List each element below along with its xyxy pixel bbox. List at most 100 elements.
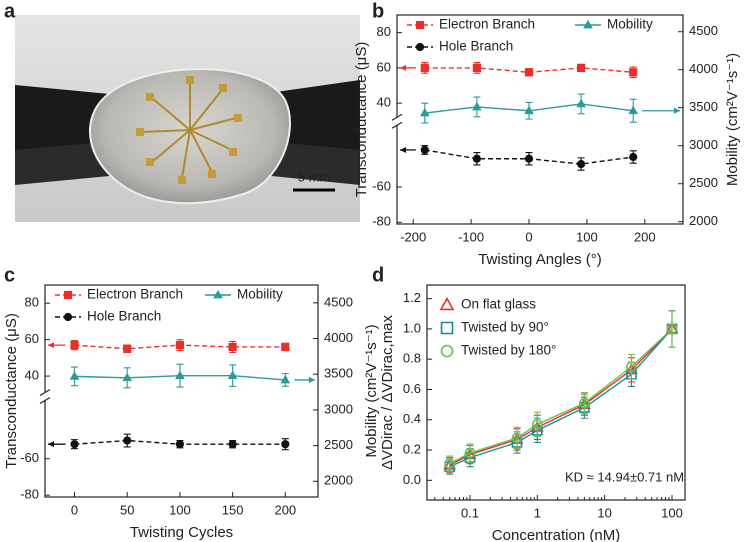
marker [420, 63, 429, 72]
axis-break [39, 396, 51, 404]
y2-axis-title: Mobility (cm²V⁻¹s⁻¹) [724, 53, 741, 186]
x-tick-label: 100 [169, 502, 191, 517]
axis-break-gap [394, 117, 400, 126]
legend-label: Twisted by 180° [461, 343, 556, 358]
legend-label: Mobility [237, 287, 283, 302]
axis-break [391, 121, 403, 129]
y2-axis-title: Mobility (cm²V⁻¹s⁻¹) [363, 324, 380, 457]
x-tick-label: 10 [597, 505, 611, 520]
marker [629, 68, 638, 77]
series: Electron Branch [400, 17, 638, 79]
y-tick-label: 40 [377, 95, 391, 110]
marker [577, 159, 586, 169]
series: Mobility [69, 287, 315, 389]
y-tick-label: 0.8 [403, 351, 421, 366]
y-axis-title: Transconductance (μS) [353, 42, 370, 198]
y-tick-label: 80 [377, 24, 391, 39]
y-tick-label: 0.6 [403, 381, 421, 396]
panel-label: a [4, 0, 16, 22]
marker [213, 289, 223, 299]
y2-tick-label: 3500 [689, 99, 718, 114]
marker [415, 42, 425, 52]
electrode-pads [136, 76, 242, 184]
series: Hole Branch [400, 39, 638, 171]
marker [472, 154, 481, 163]
marker [228, 440, 237, 449]
marker [472, 63, 481, 72]
marker [175, 341, 185, 350]
axis-break [39, 388, 51, 396]
series: Twisted by 90° [440, 310, 678, 475]
legend-label: Hole Branch [439, 39, 513, 54]
marker [666, 323, 678, 335]
legend-label: Twisted by 90° [461, 320, 549, 335]
y-tick-label: 0.0 [403, 472, 421, 487]
panel-label: b [372, 0, 384, 22]
x-tick-label: -200 [400, 229, 426, 244]
axis-arrowhead [400, 64, 406, 71]
plot-frame [426, 284, 686, 501]
marker [524, 68, 534, 77]
y-tick-label: 1.2 [403, 290, 421, 305]
y-tick-label: 80 [25, 295, 39, 310]
panel-label: d [372, 264, 384, 286]
marker [281, 440, 290, 449]
legend-label: Mobility [607, 17, 653, 32]
x-tick-label: 50 [120, 502, 134, 517]
marker [628, 105, 639, 115]
y-tick-label: 60 [377, 59, 391, 74]
scale-bar-label: 5 mm [298, 169, 331, 184]
x-tick-label: 200 [274, 502, 296, 517]
x-axis-title: Concentration (nM) [492, 527, 620, 542]
y-axis-title: ΔVDirac / ΔVDirac,max [379, 314, 396, 470]
marker [69, 371, 80, 380]
marker [440, 344, 454, 358]
error-bar [627, 354, 635, 380]
x-axis-title: Twisting Angles (°) [478, 251, 602, 268]
error-bar [466, 443, 474, 463]
marker [280, 374, 291, 384]
y-tick-label: -60 [20, 450, 39, 465]
y2-tick-label: 4500 [689, 23, 718, 38]
annotation: KD ≈ 14.94±0.71 nM [565, 469, 684, 484]
y2-tick-label: 2500 [324, 437, 353, 452]
y2-tick-label: 4500 [324, 294, 353, 309]
error-bar [580, 391, 588, 415]
marker [472, 101, 482, 111]
series: Electron Branch [48, 287, 290, 353]
marker [464, 447, 476, 459]
panel-label: c [4, 264, 15, 286]
legend-label: On flat glass [461, 297, 536, 312]
marker [123, 344, 132, 353]
photo: 5 mm a [4, 0, 360, 222]
axis-break [391, 113, 403, 121]
axis-arrowhead [400, 146, 406, 153]
x-tick-label: -100 [458, 229, 484, 244]
legend-label: Hole Branch [87, 309, 161, 324]
series: Hole Branch [48, 309, 290, 451]
y-tick-label: -80 [372, 214, 391, 229]
x-tick-label: 200 [634, 229, 656, 244]
y2-tick-label: 2500 [689, 175, 718, 190]
series: Mobility [419, 17, 680, 124]
axis-arrowhead [48, 441, 54, 448]
marker [175, 440, 185, 449]
marker [577, 63, 586, 72]
marker [444, 458, 456, 469]
y-tick-label: 0.4 [403, 411, 421, 426]
marker [440, 321, 454, 335]
marker [524, 154, 534, 163]
legend-label: Electron Branch [439, 17, 535, 32]
marker [579, 397, 590, 409]
y-tick-label: 40 [25, 368, 39, 383]
marker [576, 98, 586, 108]
y2-tick-label: 3000 [689, 137, 718, 152]
chart-panel: 0 50 100 150 200 -80 -60 40 60 80 2000 2500 3000 3500… [3, 264, 380, 541]
marker [175, 370, 185, 380]
y-tick-label: -60 [372, 178, 391, 193]
marker [228, 342, 237, 352]
marker [281, 342, 290, 352]
marker [419, 107, 430, 117]
y-tick-label: 60 [25, 331, 39, 346]
